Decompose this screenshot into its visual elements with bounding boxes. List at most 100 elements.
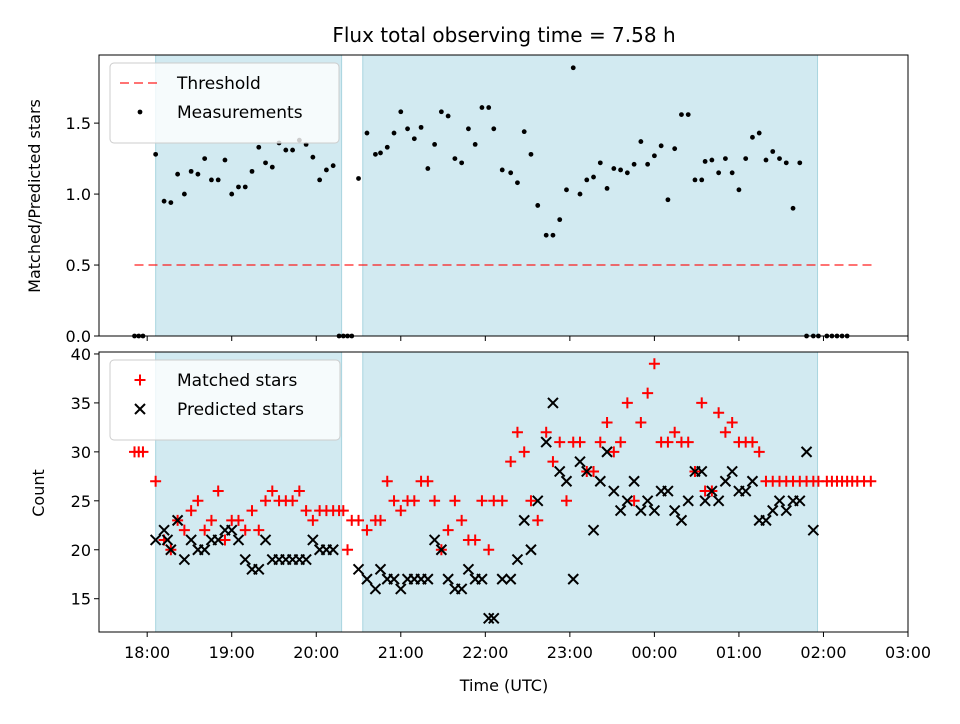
x-tick-label: 00:00: [631, 643, 677, 662]
measurements-point: [736, 187, 742, 193]
matched-stars-point: [554, 436, 566, 448]
matched-stars-point: [253, 524, 265, 536]
y-tick-label: 40: [71, 345, 91, 364]
measurements-point: [499, 167, 505, 173]
predicted-stars-point: [161, 534, 174, 546]
predicted-stars-point: [149, 534, 162, 546]
measurements-point: [242, 184, 248, 190]
measurements-point: [528, 151, 534, 157]
measurements-point: [577, 191, 583, 197]
predicted-stars-point: [178, 553, 191, 566]
predicted-stars-point: [574, 455, 586, 468]
measurements-point: [645, 161, 651, 167]
measurements-point: [658, 143, 664, 149]
matched-stars-point: [615, 436, 627, 448]
legend-label: Predicted stars: [177, 400, 304, 420]
measurements-point: [685, 112, 691, 118]
matched-stars-point: [496, 495, 508, 507]
measurements-point: [425, 166, 431, 171]
y-tick-label: 20: [71, 541, 91, 560]
measurements-point: [535, 203, 541, 208]
measurements-point: [515, 180, 520, 186]
matched-stars-point: [601, 416, 613, 428]
matched-stars-point: [246, 505, 258, 517]
matched-stars-point: [746, 436, 758, 448]
measurements-point: [618, 167, 623, 173]
measurements-point: [651, 153, 657, 159]
matched-stars-point: [287, 495, 299, 507]
matched-stars-point: [648, 358, 660, 370]
measurements-point: [384, 144, 390, 150]
measurements-point: [584, 177, 590, 183]
predicted-stars-point: [648, 504, 661, 517]
predicted-stars-point: [628, 475, 640, 487]
matched-stars-point: [307, 514, 319, 526]
measurements-point: [716, 170, 722, 176]
ratio-panel: 0.0 0.5 1.0 1.5 Matched/Predicted stars Thr…: [25, 54, 909, 346]
legend-box: [109, 359, 341, 441]
matched-stars-point: [547, 456, 559, 468]
matched-stars-point: [137, 446, 149, 458]
measurements-point: [263, 160, 268, 166]
measurements-point: [797, 160, 803, 166]
measurements-point: [181, 191, 187, 197]
measurements-point: [624, 170, 630, 176]
predicted-stars-point: [532, 495, 544, 507]
predicted-stars-point: [496, 573, 508, 585]
predicted-stars-point: [800, 446, 813, 458]
ratio-y-axis-label: Matched/Predicted stars: [25, 99, 44, 293]
predicted-stars-point: [327, 544, 339, 556]
measurements-point: [729, 170, 735, 176]
measurements-point: [222, 157, 228, 163]
predicted-stars-point: [560, 475, 573, 487]
matched-stars-point: [219, 534, 231, 546]
matched-stars-point: [353, 514, 365, 526]
measurements-point: [391, 130, 397, 136]
measurements-point: [323, 167, 329, 173]
predicted-stars-point: [675, 514, 688, 527]
matched-stars-point: [713, 407, 725, 419]
predicted-stars-point: [455, 583, 468, 595]
y-tick-label: 0.0: [66, 327, 91, 346]
measurements-point: [168, 200, 174, 205]
legend-marker-swatch: [134, 374, 146, 386]
matched-stars-point: [232, 514, 244, 526]
ratio-plot-frame: [98, 54, 909, 337]
predicted-stars-point: [525, 544, 537, 556]
matched-stars-point: [621, 397, 633, 409]
predicted-stars-point: [540, 436, 552, 448]
predicted-stars-point: [158, 524, 170, 536]
predicted-stars-point: [253, 563, 265, 576]
measurements-point: [317, 177, 323, 183]
predicted-stars-point: [726, 465, 738, 478]
predicted-stars-point: [171, 514, 184, 527]
predicted-stars-point: [567, 573, 579, 585]
predicted-stars-point: [239, 553, 251, 566]
measurements-point: [479, 105, 485, 110]
matched-stars-point: [574, 436, 586, 448]
predicted-stars-point: [511, 553, 524, 566]
matched-stars-point: [518, 446, 530, 458]
measurements-point: [330, 163, 336, 169]
x-tick-label: 20:00: [293, 643, 339, 662]
matched-stars-point: [185, 505, 197, 517]
predicted-stars-point: [706, 485, 718, 497]
measurements-point: [665, 197, 671, 203]
matched-stars-point: [361, 524, 373, 536]
matched-stars-point: [560, 495, 572, 507]
predicted-stars-point: [773, 495, 786, 507]
measurements-point: [405, 126, 410, 132]
measurements-point: [161, 198, 167, 204]
matched-stars-point: [511, 426, 523, 438]
matched-stars-point: [532, 514, 544, 526]
matched-stars-point: [608, 446, 620, 458]
predicted-stars-point: [259, 534, 272, 546]
matched-stars-point: [469, 534, 481, 546]
matched-stars-point: [726, 416, 738, 428]
matched-stars-point: [150, 475, 162, 487]
predicted-stars-point: [165, 544, 177, 556]
measurements-point: [373, 151, 378, 157]
matched-stars-point: [594, 436, 606, 448]
predicted-stars-point: [668, 504, 681, 517]
matched-stars-point: [199, 524, 211, 536]
